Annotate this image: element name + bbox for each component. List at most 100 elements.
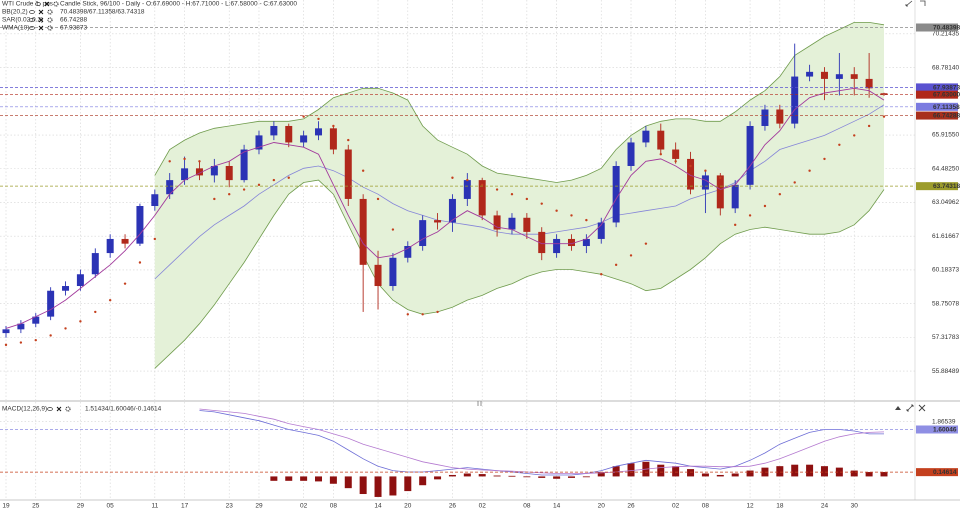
sar-dot <box>123 282 127 285</box>
candle-body <box>62 286 70 291</box>
sar-dot <box>659 153 662 156</box>
price-marker-label: 67.93873 <box>933 84 960 91</box>
candle-body <box>181 168 189 181</box>
sar-dot <box>838 143 841 147</box>
y-tick-label: 63.04962 <box>932 199 959 206</box>
candle-body <box>76 274 84 287</box>
histogram-bar <box>434 476 442 480</box>
panel-resize-handle[interactable] <box>477 401 482 406</box>
histogram-bar <box>776 466 784 477</box>
candle-body <box>880 93 888 95</box>
settings-icon[interactable] <box>65 406 71 412</box>
histogram-bar <box>791 464 799 477</box>
candle-body <box>344 149 352 199</box>
candle-body <box>627 142 635 166</box>
indicator-value: 1.51434/1.60046/-0.14614 <box>85 406 162 413</box>
sar-dot <box>153 237 157 241</box>
candle-body <box>761 109 769 126</box>
sar-dot <box>823 157 826 161</box>
candle-body <box>478 180 486 216</box>
y-tick-label: 1.86539 <box>932 418 956 425</box>
visibility-icon[interactable] <box>29 26 35 30</box>
sar-dot <box>49 334 52 337</box>
x-tick-label: 14 <box>374 503 382 509</box>
candle-body <box>17 323 25 330</box>
sar-dot <box>257 183 261 187</box>
candle-body <box>776 109 784 124</box>
settings-icon[interactable] <box>53 1 59 7</box>
histogram-bar <box>761 467 769 477</box>
indicator-value: 66.74288 <box>60 17 87 24</box>
candle-body <box>567 238 575 247</box>
settings-icon[interactable] <box>47 25 53 31</box>
settings-icon[interactable] <box>47 9 53 15</box>
histogram-bar <box>538 476 546 478</box>
histogram-bar <box>448 474 456 477</box>
candle-body <box>166 180 174 195</box>
candle-body <box>687 158 695 190</box>
y-tick-label: 70.21435 <box>932 31 959 38</box>
sar-dot <box>79 320 82 323</box>
panel-controls[interactable] <box>477 0 926 412</box>
sar-dot <box>719 176 722 179</box>
sar-dot <box>466 178 469 182</box>
candle-body <box>716 175 724 209</box>
plot-layer <box>0 22 915 497</box>
maximize-icon[interactable] <box>906 404 914 412</box>
sar-dot <box>242 188 246 191</box>
histogram-bar <box>493 475 501 477</box>
legend-icons[interactable] <box>29 1 71 412</box>
y-tick-label: 60.18373 <box>932 267 959 274</box>
sar-dot <box>540 202 543 205</box>
sar-dot <box>793 181 796 184</box>
remove-icon[interactable] <box>44 1 50 7</box>
y-tick-label: 64.48250 <box>932 165 959 172</box>
price-marker-box <box>916 83 958 92</box>
y-tick-label: 57.31783 <box>932 334 959 341</box>
candle-body <box>285 125 293 143</box>
remove-icon[interactable] <box>38 17 44 23</box>
indicator-name: SAR(0.02,0.2) <box>2 17 43 24</box>
y-tick-label: 68.78140 <box>932 64 959 71</box>
price-marker-label: 67.63000 <box>933 92 960 99</box>
sar-dot <box>555 209 558 212</box>
price-marker-box <box>916 23 958 32</box>
price-marker-label: 1.60046 <box>933 427 957 434</box>
collapse-icon[interactable] <box>895 406 901 410</box>
legend: WTI Crude 1, pos Candle Stick, 96/100 - … <box>2 1 297 413</box>
x-tick-label: 26 <box>449 503 457 509</box>
candle-body <box>300 135 308 143</box>
candle-body <box>91 253 99 275</box>
candle-body <box>850 74 858 79</box>
candle-body <box>329 128 337 150</box>
maximize-icon[interactable] <box>905 0 926 7</box>
indicator-name: BB(20,2) <box>2 9 28 16</box>
candle-body <box>657 130 665 150</box>
x-tick-label: 05 <box>107 503 115 509</box>
visibility-icon[interactable] <box>35 2 41 6</box>
candle-body <box>448 198 456 223</box>
sar-dot <box>421 313 424 316</box>
sar-dot <box>19 341 23 344</box>
visibility-icon[interactable] <box>29 10 35 14</box>
remove-icon[interactable] <box>56 406 62 412</box>
remove-icon[interactable] <box>38 25 44 31</box>
candle-body <box>434 220 442 223</box>
settings-icon[interactable] <box>47 17 53 23</box>
histogram-bar <box>672 466 680 477</box>
candle-body <box>538 231 546 254</box>
close-icon[interactable] <box>918 404 926 412</box>
price-marker-box <box>916 468 958 477</box>
sar-dot <box>317 117 320 121</box>
candle-body <box>508 217 516 230</box>
visibility-icon[interactable] <box>47 407 53 411</box>
sar-dot <box>361 169 365 172</box>
remove-icon[interactable] <box>38 9 44 15</box>
candle-body <box>553 238 561 254</box>
candle-body <box>404 246 412 258</box>
histogram-bar <box>478 474 486 477</box>
histogram-bar <box>553 476 561 479</box>
candle-body <box>136 206 144 244</box>
visibility-icon[interactable] <box>29 18 35 22</box>
macd-line <box>199 408 885 474</box>
